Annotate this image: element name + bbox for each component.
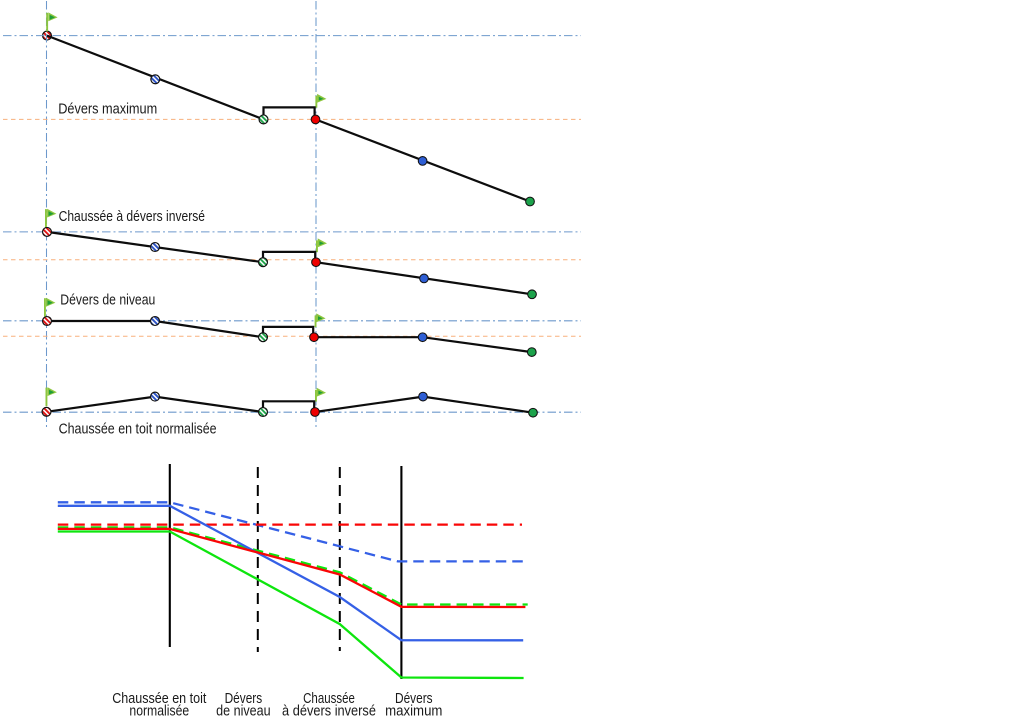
svg-text:Dévers: Dévers: [225, 691, 263, 707]
svg-text:à dévers inversé: à dévers inversé: [282, 703, 376, 719]
svg-text:Dévers de niveau: Dévers de niveau: [60, 292, 155, 309]
svg-text:maximum: maximum: [385, 703, 442, 719]
svg-text:Chaussée en toit normalisée: Chaussée en toit normalisée: [59, 420, 217, 437]
svg-text:Chaussée: Chaussée: [303, 691, 355, 707]
svg-text:Chaussée à dévers inversé: Chaussée à dévers inversé: [59, 208, 205, 225]
svg-text:de niveau: de niveau: [216, 703, 271, 719]
svg-text:Dévers maximum: Dévers maximum: [58, 101, 157, 118]
svg-text:Chaussée en toit: Chaussée en toit: [112, 691, 206, 707]
svg-text:normalisée: normalisée: [129, 703, 189, 719]
svg-text:Dévers: Dévers: [395, 691, 433, 707]
